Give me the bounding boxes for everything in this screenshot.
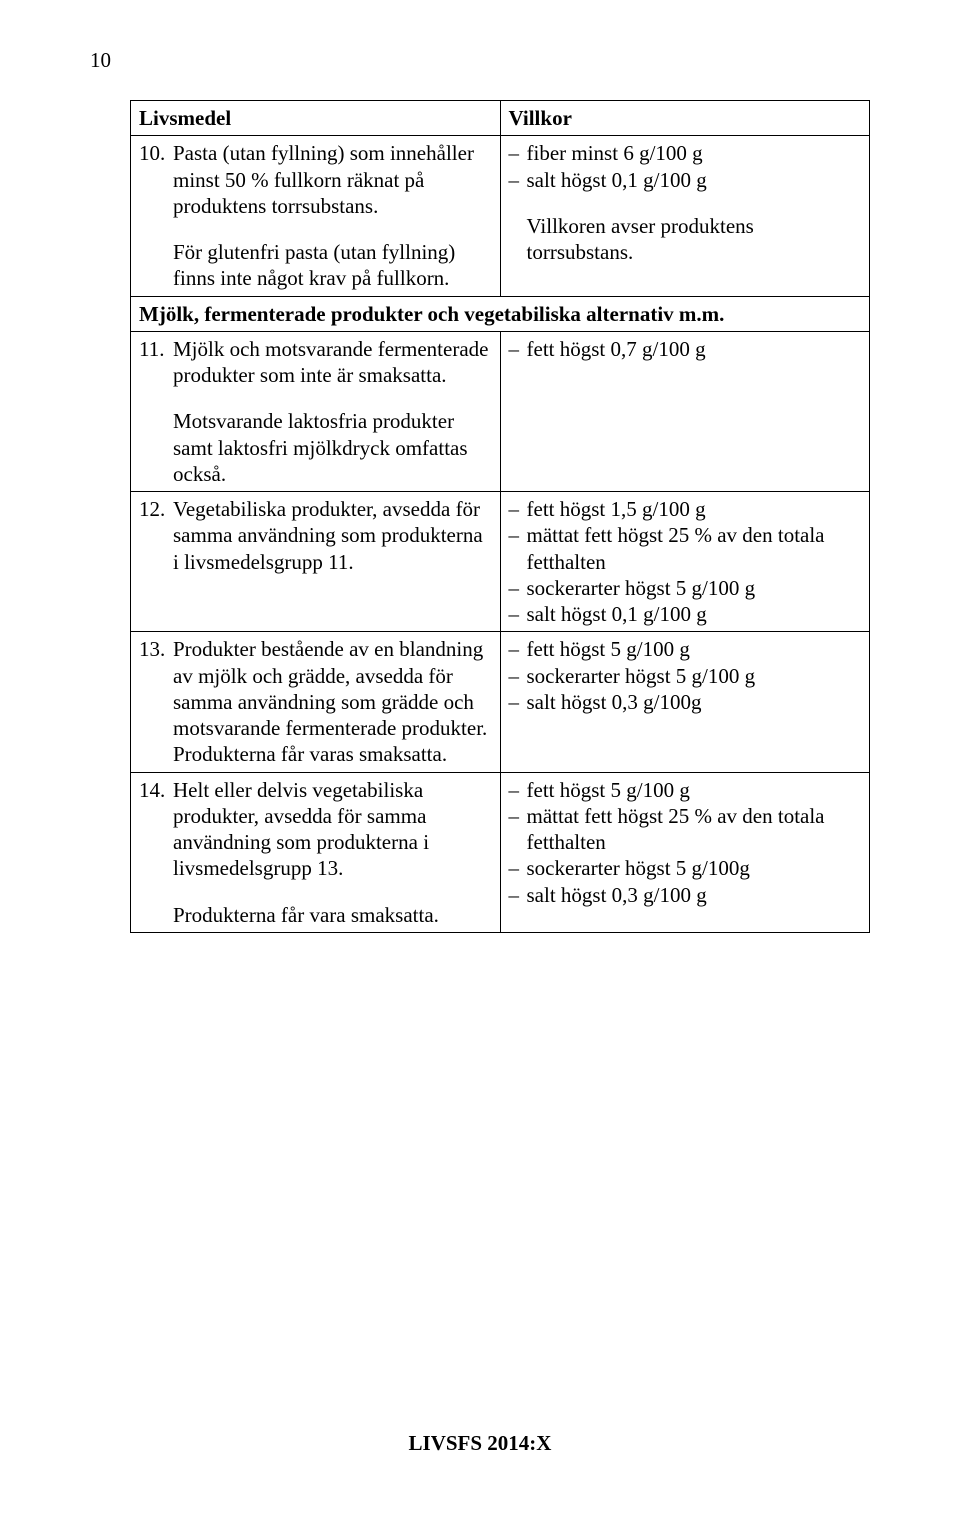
page-footer: LIVSFS 2014:X <box>0 1431 960 1456</box>
villkor-item: mättat fett högst 25 % av den totala fet… <box>527 803 862 856</box>
cell-livsmedel: 10. Pasta (utan fyllning) som innehåller… <box>131 136 501 296</box>
table-header-row: Livsmedel Villkor <box>131 101 870 136</box>
table-row: 14. Helt eller delvis vegetabiliska prod… <box>131 772 870 932</box>
villkor-item: salt högst 0,1 g/100 g <box>527 167 862 193</box>
section-header-row: Mjölk, fermenterade produkter och vegeta… <box>131 296 870 331</box>
table-row: 13. Produkter bestående av en blandning … <box>131 632 870 772</box>
table-row: 12. Vegetabiliska produkter, avsedda för… <box>131 492 870 632</box>
item-number: 14. <box>139 777 173 928</box>
dash-icon: – <box>509 689 527 715</box>
dash-icon: – <box>509 663 527 689</box>
item-text: Produkterna får vara smaksatta. <box>173 902 492 928</box>
item-text: Motsvarande laktosfria produkter samt la… <box>173 408 492 487</box>
cell-livsmedel: 13. Produkter bestående av en blandning … <box>131 632 501 772</box>
dash-icon: – <box>509 575 527 601</box>
villkor-item: salt högst 0,3 g/100g <box>527 689 862 715</box>
header-livsmedel: Livsmedel <box>131 101 501 136</box>
section-header: Mjölk, fermenterade produkter och vegeta… <box>131 296 870 331</box>
item-text: Mjölk och motsvarande fermenterade produ… <box>173 336 492 389</box>
item-text: För glutenfri pasta (utan fyllning) finn… <box>173 239 492 292</box>
item-number: 13. <box>139 636 173 767</box>
table-row: 10. Pasta (utan fyllning) som innehåller… <box>131 136 870 296</box>
villkor-item: fett högst 5 g/100 g <box>527 777 862 803</box>
cell-villkor: –fiber minst 6 g/100 g –salt högst 0,1 g… <box>500 136 870 296</box>
cell-villkor: –fett högst 0,7 g/100 g <box>500 331 870 491</box>
cell-livsmedel: 11. Mjölk och motsvarande fermenterade p… <box>131 331 501 491</box>
cell-livsmedel: 12. Vegetabiliska produkter, avsedda för… <box>131 492 501 632</box>
villkor-item: salt högst 0,3 g/100 g <box>527 882 862 908</box>
villkor-item: sockerarter högst 5 g/100 g <box>527 663 862 689</box>
dash-icon: – <box>509 167 527 193</box>
villkor-item: fett högst 5 g/100 g <box>527 636 862 662</box>
cell-villkor: –fett högst 5 g/100 g –mättat fett högst… <box>500 772 870 932</box>
item-text: Helt eller delvis vegetabiliska produkte… <box>173 777 492 882</box>
item-number: 10. <box>139 140 173 291</box>
cell-livsmedel: 14. Helt eller delvis vegetabiliska prod… <box>131 772 501 932</box>
dash-icon: – <box>509 882 527 908</box>
dash-icon: – <box>509 522 527 575</box>
villkor-item: salt högst 0,1 g/100 g <box>527 601 862 627</box>
villkor-item: fiber minst 6 g/100 g <box>527 140 862 166</box>
villkor-item: fett högst 0,7 g/100 g <box>527 336 862 362</box>
document-page: 10 Livsmedel Villkor 10. Pasta (utan fyl… <box>0 0 960 1526</box>
item-text: Vegetabiliska produkter, avsedda för sam… <box>173 496 492 575</box>
dash-icon: – <box>509 777 527 803</box>
livsmedel-table: Livsmedel Villkor 10. Pasta (utan fyllni… <box>130 100 870 933</box>
villkor-item: mättat fett högst 25 % av den totala fet… <box>527 522 862 575</box>
villkor-item: fett högst 1,5 g/100 g <box>527 496 862 522</box>
cell-villkor: –fett högst 5 g/100 g –sockerarter högst… <box>500 632 870 772</box>
item-number: 12. <box>139 496 173 575</box>
header-villkor: Villkor <box>500 101 870 136</box>
cell-villkor: –fett högst 1,5 g/100 g –mättat fett hög… <box>500 492 870 632</box>
table-row: 11. Mjölk och motsvarande fermenterade p… <box>131 331 870 491</box>
item-number: 11. <box>139 336 173 487</box>
villkor-item: sockerarter högst 5 g/100g <box>527 855 862 881</box>
item-text: Pasta (utan fyllning) som innehåller min… <box>173 140 492 219</box>
dash-icon: – <box>509 140 527 166</box>
villkor-item: sockerarter högst 5 g/100 g <box>527 575 862 601</box>
dash-icon: – <box>509 803 527 856</box>
item-text: Produkter bestående av en blandning av m… <box>173 636 492 767</box>
dash-icon: – <box>509 636 527 662</box>
villkor-note: Villkoren avser produktens torrsubstans. <box>527 213 862 266</box>
dash-icon: – <box>509 336 527 362</box>
page-number: 10 <box>90 48 111 73</box>
dash-icon: – <box>509 855 527 881</box>
dash-icon: – <box>509 601 527 627</box>
dash-icon: – <box>509 496 527 522</box>
